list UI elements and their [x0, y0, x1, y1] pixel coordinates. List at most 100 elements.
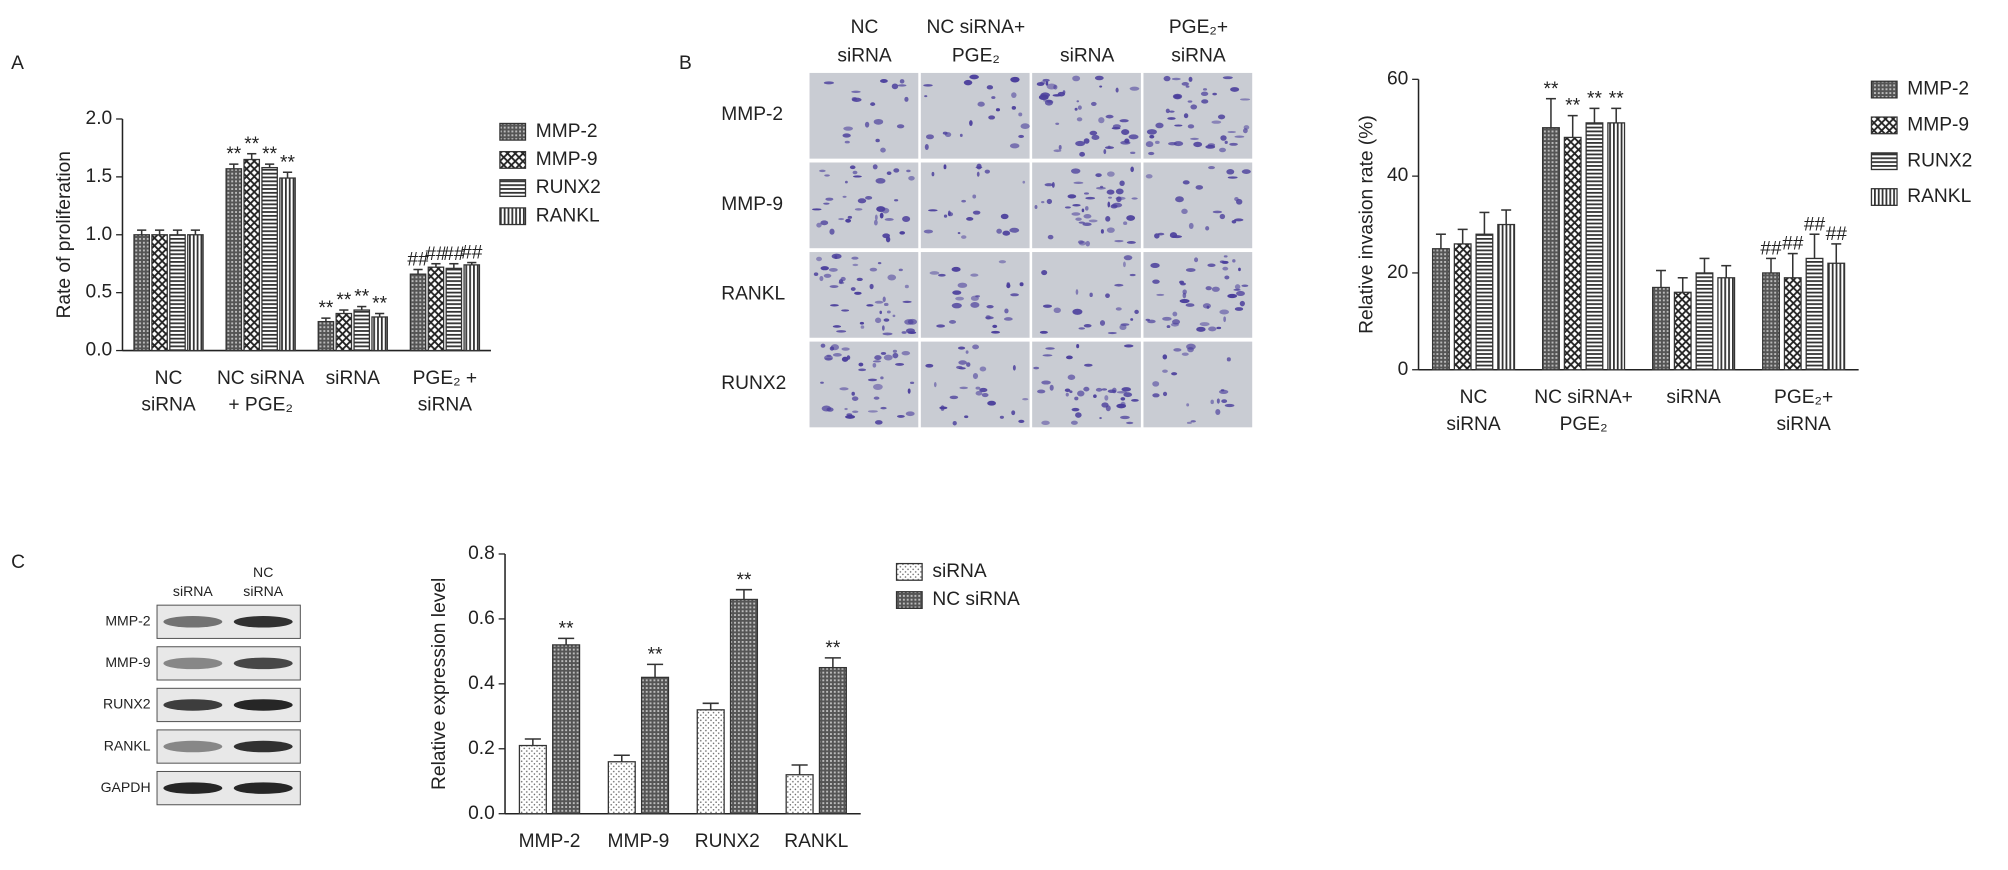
- stained-cell: [947, 212, 954, 217]
- stained-cell: [1162, 354, 1168, 360]
- stained-cell: [824, 354, 833, 361]
- stained-cell: [969, 120, 973, 126]
- blot-band: [233, 740, 293, 753]
- stained-cell: [924, 95, 928, 98]
- stained-cell: [821, 405, 832, 412]
- stained-cell: [1226, 169, 1235, 175]
- stained-cell: [850, 287, 856, 291]
- stained-cell: [1042, 78, 1050, 82]
- stained-cell: [851, 256, 859, 260]
- stained-cell: [936, 324, 946, 328]
- stained-cell: [875, 317, 882, 324]
- stained-cell: [1150, 262, 1160, 269]
- bar: [1805, 257, 1824, 371]
- stained-cell: [1149, 134, 1155, 139]
- bar: [1783, 277, 1802, 371]
- legend-label: RANKL: [536, 205, 600, 226]
- stained-cell: [819, 169, 826, 173]
- stained-cell: [1079, 151, 1086, 157]
- significance-mark: ##: [407, 250, 429, 271]
- stained-cell: [1234, 284, 1241, 290]
- micrograph: [809, 252, 919, 338]
- stained-cell: [957, 282, 968, 288]
- stained-cell: [1212, 210, 1222, 214]
- stained-cell: [942, 131, 948, 135]
- stained-cell: [823, 202, 830, 205]
- stained-cell: [1085, 196, 1096, 200]
- stained-cell: [858, 368, 867, 372]
- stained-cell: [1222, 76, 1233, 80]
- stained-cell: [839, 387, 849, 391]
- stained-cell: [924, 144, 929, 151]
- stained-cell: [1009, 227, 1020, 233]
- stained-cell: [1038, 94, 1049, 101]
- bar: [279, 177, 296, 352]
- stained-cell: [1211, 120, 1222, 124]
- stained-cell: [1099, 85, 1103, 88]
- y-axis-label: Relative expression level: [429, 578, 450, 790]
- stained-cell: [1041, 380, 1051, 385]
- micrograph: [809, 341, 919, 428]
- stained-cell: [1107, 331, 1117, 335]
- micrograph: [1032, 162, 1141, 249]
- significance-mark: **: [226, 144, 241, 165]
- stained-cell: [1077, 390, 1085, 397]
- bar: [371, 316, 388, 352]
- micrograph-row-label: MMP-9: [721, 194, 783, 215]
- stained-cell: [906, 169, 911, 173]
- stained-cell: [1071, 407, 1080, 412]
- stained-cell: [1010, 76, 1020, 83]
- stained-cell: [949, 395, 959, 400]
- stained-cell: [894, 199, 899, 202]
- stained-cell: [948, 320, 957, 324]
- legend-swatch: [499, 179, 527, 198]
- stained-cell: [975, 166, 983, 169]
- stained-cell: [1072, 75, 1081, 82]
- stained-cell: [1171, 372, 1178, 376]
- x-tick-label: siRNA: [141, 395, 196, 416]
- stained-cell: [1070, 420, 1078, 425]
- stained-cell: [820, 220, 829, 226]
- stained-cell: [867, 378, 878, 382]
- stained-cell: [1188, 222, 1194, 229]
- stained-cell: [893, 168, 900, 173]
- stained-cell: [961, 235, 967, 239]
- stained-cell: [901, 331, 907, 334]
- stained-cell: [955, 296, 965, 301]
- stained-cell: [1145, 141, 1154, 148]
- stained-cell: [886, 310, 891, 314]
- x-tick-label: MMP-2: [519, 831, 581, 852]
- stained-cell: [883, 318, 890, 322]
- significance-mark: **: [318, 298, 333, 319]
- significance-mark: **: [1609, 88, 1624, 109]
- stained-cell: [1152, 393, 1160, 398]
- stained-cell: [1146, 129, 1157, 135]
- stained-cell: [1072, 203, 1081, 207]
- stained-cell: [1241, 284, 1249, 287]
- bar: [518, 744, 547, 815]
- stained-cell: [1083, 323, 1092, 328]
- stained-cell: [1020, 123, 1030, 130]
- stained-cell: [1115, 87, 1119, 93]
- y-tick-label: 0.5: [86, 282, 113, 303]
- stained-cell: [1107, 389, 1117, 394]
- stained-cell: [1075, 289, 1079, 295]
- stained-cell: [1041, 269, 1048, 276]
- stained-cell: [816, 222, 822, 228]
- stained-cell: [1105, 215, 1111, 222]
- y-axis-label: Relative invasion rate (%): [1356, 115, 1377, 334]
- stained-cell: [1116, 391, 1127, 394]
- stained-cell: [1070, 168, 1081, 174]
- stained-cell: [1100, 229, 1104, 234]
- stained-cell: [1002, 230, 1011, 236]
- stained-cell: [901, 350, 911, 356]
- stained-cell: [972, 372, 979, 380]
- stained-cell: [1053, 307, 1061, 314]
- stained-cell: [838, 218, 845, 221]
- stained-cell: [904, 284, 909, 289]
- stained-cell: [1173, 141, 1184, 147]
- stained-cell: [1084, 363, 1093, 367]
- stained-cell: [883, 302, 889, 307]
- stained-cell: [1037, 389, 1046, 394]
- stained-cell: [823, 273, 832, 278]
